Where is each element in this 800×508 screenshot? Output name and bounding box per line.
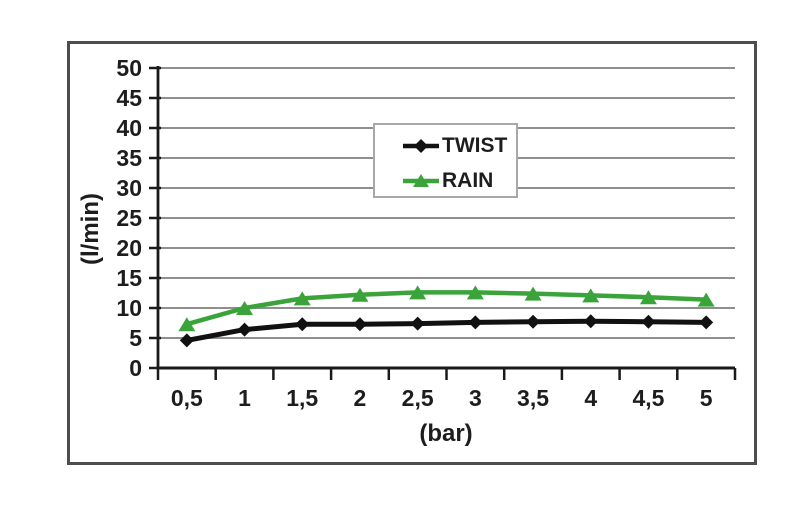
marker-rain bbox=[409, 285, 427, 300]
marker-rain bbox=[639, 290, 657, 305]
marker-rain bbox=[293, 291, 311, 306]
marker-twist bbox=[699, 315, 714, 330]
x-tick-label: 3 bbox=[469, 385, 482, 411]
marker-twist bbox=[352, 317, 367, 332]
marker-rain bbox=[697, 292, 715, 307]
x-tick-label: 2,5 bbox=[402, 385, 434, 411]
legend-marker-shape-rain bbox=[413, 174, 429, 187]
y-axis-title: (l/min) bbox=[77, 193, 104, 265]
rain-line-triangle-icon bbox=[403, 174, 439, 187]
series-line-rain bbox=[184, 290, 709, 327]
x-tick-label: 3,5 bbox=[517, 385, 549, 411]
marker-twist bbox=[526, 314, 541, 329]
y-tick-label: 45 bbox=[116, 85, 142, 111]
line-chart-plot: 0 5 10 15 20 25 30 35 40 45 50 0,5 1 1,5 2 2,5 3 3,5 4 4,5 5 bbox=[116, 55, 737, 411]
marker-rain bbox=[351, 287, 369, 302]
marker-rain bbox=[524, 286, 542, 301]
y-tick-label: 40 bbox=[116, 115, 142, 141]
y-tick-label: 25 bbox=[116, 205, 142, 231]
marker-twist bbox=[410, 316, 425, 331]
marker-twist bbox=[583, 314, 598, 329]
marker-twist bbox=[641, 314, 656, 329]
marker-rain bbox=[236, 301, 254, 315]
x-tick-label: 1 bbox=[238, 385, 251, 411]
x-tick-label: 5 bbox=[700, 385, 713, 411]
marker-twist bbox=[179, 333, 194, 348]
y-tick-label: 50 bbox=[116, 55, 142, 81]
y-tick-label: 30 bbox=[116, 175, 142, 201]
marker-twist bbox=[237, 322, 252, 337]
x-tick-label: 4,5 bbox=[632, 385, 664, 411]
legend-entry-twist: TWIST bbox=[403, 134, 516, 158]
marker-rain bbox=[466, 285, 484, 300]
chart-frame: 0 5 10 15 20 25 30 35 40 45 50 0,5 1 1,5 2 2,5 3 3,5 4 4,5 5… bbox=[67, 41, 757, 465]
legend-entry-rain: RAIN bbox=[403, 169, 516, 193]
legend-label-twist: TWIST bbox=[442, 134, 508, 157]
marker-twist bbox=[295, 317, 310, 332]
x-tick-label: 4 bbox=[584, 385, 597, 411]
chart-legend: TWIST RAIN bbox=[373, 123, 518, 198]
legend-marker-shape-twist bbox=[414, 139, 428, 153]
x-tick-label: 0,5 bbox=[171, 385, 203, 411]
twist-line-diamond-icon bbox=[403, 139, 439, 153]
marker-rain bbox=[582, 288, 600, 303]
series-line-twist bbox=[184, 318, 709, 343]
y-tick-label: 35 bbox=[116, 145, 142, 171]
x-tick-label: 1,5 bbox=[286, 385, 318, 411]
marker-twist bbox=[468, 315, 483, 330]
y-tick-label: 0 bbox=[129, 355, 142, 381]
x-tick-label: 2 bbox=[354, 385, 367, 411]
marker-rain bbox=[178, 317, 196, 332]
y-tick-label: 15 bbox=[116, 265, 142, 291]
y-tick-label: 20 bbox=[116, 235, 142, 261]
y-tick-label: 10 bbox=[116, 295, 142, 321]
y-tick-label: 5 bbox=[129, 325, 142, 351]
legend-label-rain: RAIN bbox=[442, 169, 494, 192]
x-axis-title: (bar) bbox=[419, 420, 473, 447]
